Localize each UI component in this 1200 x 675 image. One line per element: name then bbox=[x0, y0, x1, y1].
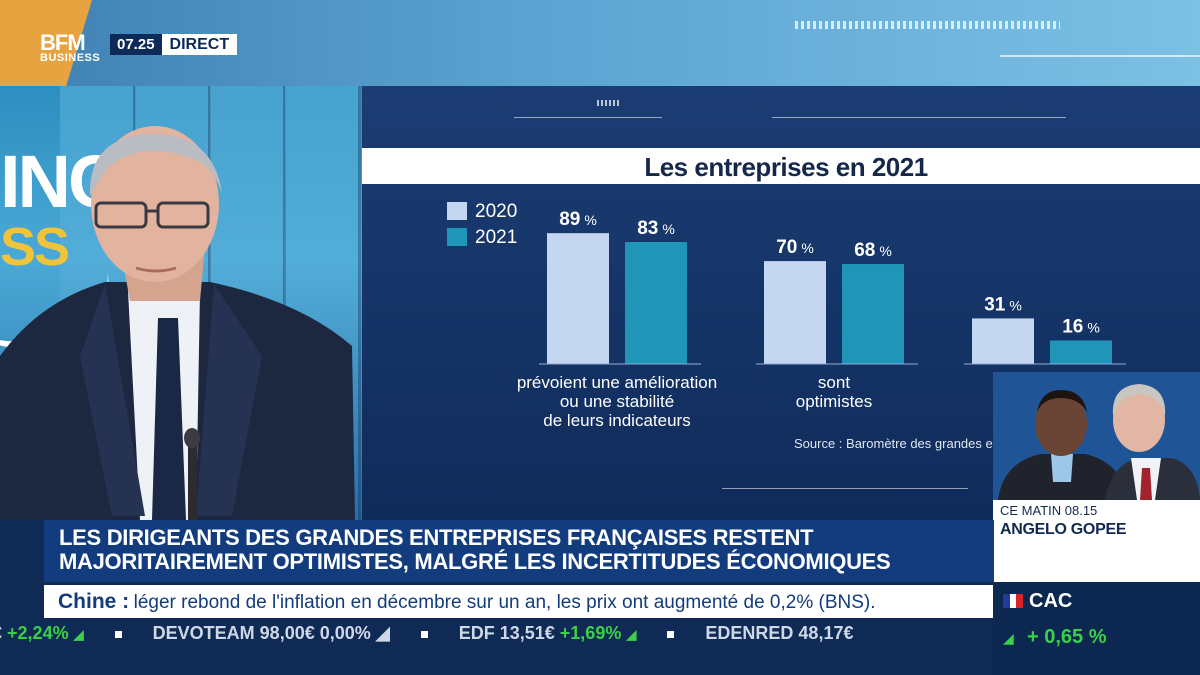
data-label: 68% bbox=[854, 240, 892, 261]
bar bbox=[764, 261, 826, 364]
decorative-dash bbox=[795, 21, 1060, 29]
logo-line-2: BUSINESS bbox=[40, 52, 101, 64]
up-arrow-icon: ◢ bbox=[73, 627, 84, 642]
index-name: CAC bbox=[1029, 590, 1073, 612]
news-ticker: Chine : léger rebond de l'inflation en d… bbox=[44, 585, 994, 618]
category-label: prévoient une amélioration bbox=[517, 373, 717, 392]
guest-label: CE MATIN 08.15 ANGELO GOPEE bbox=[993, 500, 1200, 582]
france-flag-icon bbox=[1003, 594, 1024, 608]
index-change: + 0,65 % bbox=[1027, 626, 1107, 648]
decorative-line bbox=[772, 117, 1066, 118]
stock-price: 98,00€ bbox=[259, 623, 315, 643]
channel-logo: BFM BUSINESS bbox=[40, 32, 100, 64]
separator-dot bbox=[667, 630, 675, 638]
stock-price: 48,17€ bbox=[798, 623, 854, 643]
ticker-text: léger rebond de l'inflation en décembre … bbox=[133, 592, 876, 613]
data-label: 89% bbox=[559, 209, 597, 230]
guest-time: CE MATIN 08.15 bbox=[1000, 503, 1098, 518]
stock-price: 13,51€ bbox=[499, 623, 555, 643]
data-label: 83% bbox=[637, 218, 675, 239]
stock-ticker: € +2,24% ◢ DEVOTEAM 98,00€ 0,00% ◢ EDF 1… bbox=[0, 618, 993, 675]
stock-name: EDF bbox=[458, 623, 495, 643]
stock-name: DEVOTEAM bbox=[152, 623, 255, 643]
stock-change: +2,24% bbox=[7, 623, 69, 643]
category-label: de leurs indicateurs bbox=[543, 411, 690, 430]
neutral-icon: ◢ bbox=[375, 623, 390, 643]
legend-label: 2020 bbox=[475, 201, 517, 222]
live-indicator: 07.25 DIRECT bbox=[110, 34, 238, 55]
up-arrow-icon: ◢ bbox=[1003, 630, 1014, 646]
decorative-line bbox=[514, 117, 662, 118]
data-label: 16% bbox=[1062, 316, 1100, 337]
headline-banner: LES DIRIGEANTS DES GRANDES ENTREPRISES F… bbox=[44, 520, 994, 582]
headline-line-1: LES DIRIGEANTS DES GRANDES ENTREPRISES F… bbox=[59, 525, 814, 550]
stock-name: EDENRED bbox=[705, 623, 794, 643]
top-bar: BFM BUSINESS 07.25 DIRECT bbox=[0, 0, 1200, 86]
stock-row: € +2,24% ◢ DEVOTEAM 98,00€ 0,00% ◢ EDF 1… bbox=[0, 623, 853, 644]
presenter bbox=[0, 126, 355, 520]
index-box: CAC ◢ + 0,65 % bbox=[993, 582, 1200, 675]
stock-price: € bbox=[0, 623, 2, 643]
data-label: 70% bbox=[776, 237, 814, 258]
clock: 07.25 bbox=[110, 34, 162, 55]
studio-feed: INC SS bbox=[0, 86, 362, 520]
legend-swatch bbox=[447, 202, 467, 220]
logo-line-1: BFM bbox=[40, 30, 86, 55]
category-label: optimistes bbox=[796, 392, 873, 411]
live-label: DIRECT bbox=[169, 36, 230, 53]
guest-name: ANGELO GOPEE bbox=[1000, 521, 1127, 538]
bar bbox=[972, 318, 1034, 364]
up-arrow-icon: ◢ bbox=[626, 627, 637, 642]
legend-label: 2021 bbox=[475, 227, 517, 248]
bar bbox=[547, 233, 609, 364]
headline-line-2: MAJORITAIREMENT OPTIMISTES, MALGRÉ LES I… bbox=[59, 549, 891, 574]
bar bbox=[842, 264, 904, 364]
bar bbox=[625, 241, 687, 364]
guest-preview bbox=[993, 372, 1200, 500]
backdrop-text-accent: SS bbox=[0, 217, 70, 277]
category-label: ou une stabilité bbox=[560, 392, 674, 411]
category-label: sont bbox=[818, 373, 850, 392]
decorative-line bbox=[1000, 55, 1200, 57]
bar bbox=[1050, 340, 1112, 364]
separator-dot bbox=[420, 630, 428, 638]
decorative-dash bbox=[597, 100, 621, 106]
stock-change: +1,69% bbox=[559, 623, 622, 643]
legend-swatch bbox=[447, 228, 467, 246]
separator-dot bbox=[114, 630, 122, 638]
stock-change: 0,00% bbox=[319, 623, 371, 643]
decorative-line bbox=[722, 488, 968, 489]
chart-title: Les entreprises en 2021 bbox=[644, 152, 928, 182]
data-label: 31% bbox=[984, 294, 1022, 315]
ticker-keyword: Chine : bbox=[58, 590, 130, 613]
chart-title-bar: Les entreprises en 2021 bbox=[362, 148, 1200, 184]
guest-photo bbox=[993, 372, 1200, 500]
